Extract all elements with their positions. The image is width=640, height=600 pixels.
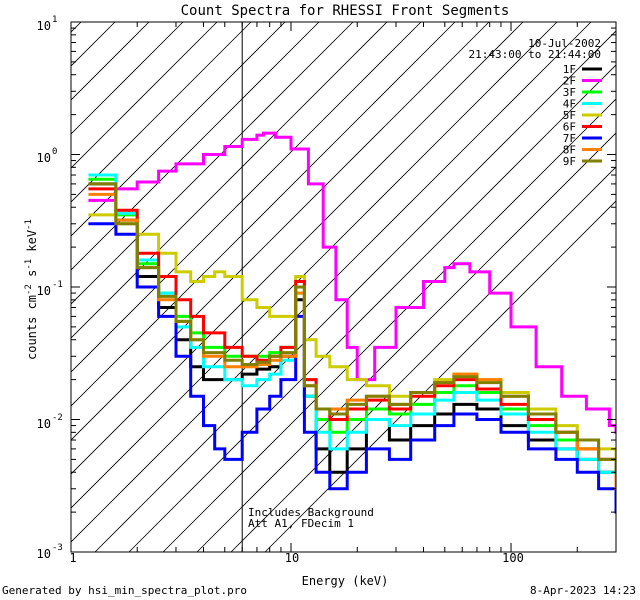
svg-text:10: 10: [37, 417, 51, 431]
hatch-line: [71, 22, 218, 169]
series-layer: [88, 131, 616, 514]
legend-label-3F: 3F: [563, 86, 576, 99]
y-tick-label-1e-1: 10 -1: [37, 280, 63, 298]
x-axis-label: Energy (keV): [302, 574, 389, 588]
legend-label-4F: 4F: [563, 98, 576, 111]
hatched-region: [71, 22, 616, 552]
hatch-line: [264, 200, 616, 552]
hatch-line: [94, 30, 616, 552]
series-line-1F: [88, 182, 616, 491]
series-line-9F: [88, 182, 616, 474]
hatch-line: [71, 22, 456, 407]
hatch-line: [230, 166, 616, 552]
hatch-line: [162, 98, 616, 552]
legend-label-9F: 9F: [563, 155, 576, 168]
time-range-label: 21:43:00 to 21:44:00: [469, 48, 601, 61]
x-tick-label-10: 10: [285, 551, 299, 565]
legend-label-8F: 8F: [563, 144, 576, 157]
annotation-background: Includes Background: [248, 506, 374, 519]
hatch-line: [71, 22, 490, 441]
hatch-line: [196, 132, 616, 552]
hatch-line: [71, 22, 388, 339]
series-line-2F: [88, 131, 616, 434]
svg-text:-3: -3: [52, 543, 63, 553]
x-tick-label-1: 1: [69, 551, 76, 565]
svg-text:10: 10: [37, 151, 51, 165]
hatch-line: [71, 22, 558, 509]
x-tick-label-100: 100: [502, 551, 524, 565]
svg-text:0: 0: [52, 147, 57, 157]
footer-timestamp: 8-Apr-2023 14:23: [530, 584, 636, 597]
hatch-line: [128, 64, 616, 552]
y-axis-label: counts cm-2 s-1 keV-1: [24, 219, 39, 360]
series-line-6F: [88, 187, 616, 474]
legend-label-6F: 6F: [563, 121, 576, 134]
hatch-line: [71, 22, 592, 543]
legend-label-7F: 7F: [563, 132, 576, 145]
y-tick-label-1e-2: 10 -2: [37, 413, 63, 431]
hatch-line: [71, 22, 184, 135]
series-line-3F: [88, 177, 616, 491]
svg-text:1: 1: [52, 15, 57, 25]
annotation-attenuator: Att A1, FDecim 1: [248, 517, 354, 530]
svg-text:10: 10: [37, 547, 51, 561]
y-tick-label-1e-3: 10 -3: [37, 543, 63, 561]
svg-text:10: 10: [37, 284, 51, 298]
hatch-line: [71, 22, 286, 237]
legend-label-2F: 2F: [563, 75, 576, 88]
chart-title: Count Spectra for RHESSI Front Segments: [181, 3, 510, 19]
footer-generated-by: Generated by hsi_min_spectra_plot.pro: [2, 584, 247, 597]
svg-text:-1: -1: [52, 280, 63, 290]
hatch-line: [71, 22, 252, 203]
y-tick-label-1e1: 10 1: [37, 15, 58, 33]
y-tick-label-1e0: 10 0: [37, 147, 58, 165]
legend-label-1F: 1F: [563, 63, 576, 76]
date-label: 10-Jul-2002: [528, 37, 601, 50]
svg-text:-2: -2: [52, 413, 63, 423]
series-line-5F: [88, 213, 616, 461]
series-line-7F: [88, 222, 616, 514]
hatch-line: [71, 22, 320, 271]
hatch-line: [71, 22, 524, 475]
svg-text:10: 10: [37, 19, 51, 33]
legend-label-5F: 5F: [563, 109, 576, 122]
series-line-4F: [88, 173, 616, 491]
hatch-line: [71, 22, 354, 305]
axis-ticks: [70, 22, 617, 553]
